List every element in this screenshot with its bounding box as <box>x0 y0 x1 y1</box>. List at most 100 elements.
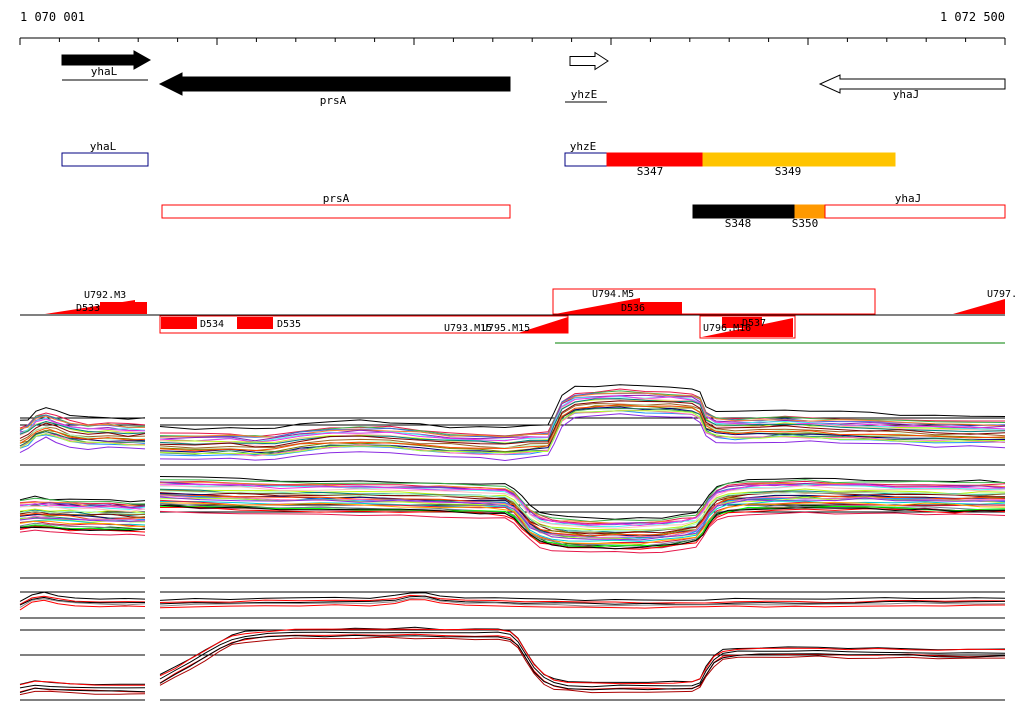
feature-label-yhaL: yhaL <box>90 140 117 153</box>
expression-panel-1-trace <box>19 417 146 435</box>
feature-label-yhaJ: yhaJ <box>895 192 922 205</box>
feature-prsA[interactable] <box>161 204 511 219</box>
shift-label-U794.M5: U794.M5 <box>592 289 634 300</box>
expression-panel-2-trace <box>159 505 1006 548</box>
expression-panel-3-trace <box>19 599 146 611</box>
expression-panel-2-trace <box>159 506 1006 550</box>
expression-panel-1-trace <box>19 427 146 444</box>
expression-panel-2-trace <box>159 488 1006 531</box>
expression-panel-2-trace <box>19 524 146 531</box>
shift-label-U795.M15: U795.M15 <box>482 323 530 334</box>
expression-panel-4-trace <box>159 634 1006 691</box>
shift-label-D533: D533 <box>76 303 100 314</box>
expression-panel-1-trace <box>159 395 1006 443</box>
expression-panel-2-trace <box>159 494 1006 537</box>
gene-label-yhaL: yhaL <box>91 65 118 78</box>
shift-label-U792.M3: U792.M3 <box>84 290 126 301</box>
expression-panel-3-trace <box>159 592 1006 602</box>
shift-box-D534[interactable] <box>161 317 197 329</box>
expression-panel-2-trace <box>19 509 146 517</box>
ruler-start-label: 1 070 001 <box>20 10 86 24</box>
expression-panel-3-trace <box>19 595 146 605</box>
shift-label-U797.: U797. <box>987 289 1017 300</box>
feature-label-S349: S349 <box>775 165 802 178</box>
gene-arrow-yhaL[interactable] <box>61 50 152 70</box>
gene-label-yhzE: yhzE <box>571 88 598 101</box>
gene-arrow-yhzE[interactable] <box>569 51 609 71</box>
expression-panel-1-trace <box>19 426 146 442</box>
shift-region-down-region-2[interactable] <box>699 315 796 339</box>
expression-panel-1-trace <box>159 407 1006 455</box>
expression-panel-1-trace <box>159 384 1006 430</box>
expression-panel-1-trace <box>19 415 146 430</box>
expression-panel-1-trace <box>159 410 1006 455</box>
expression-panel-2-trace <box>159 510 1006 554</box>
shift-box-D533[interactable] <box>100 302 147 314</box>
expression-panel-2-trace <box>19 517 146 522</box>
expression-panel-2-trace <box>159 494 1005 538</box>
shift-label-D536: D536 <box>621 303 645 314</box>
feature-yhaJ[interactable] <box>824 204 1006 219</box>
shift-box-D536[interactable] <box>618 302 682 314</box>
feature-label-yhzE: yhzE <box>570 140 597 153</box>
shift-label-U793.M15: U793.M15 <box>444 323 492 334</box>
feature-yhzE[interactable] <box>564 152 608 167</box>
gene-arrow-yhaJ[interactable] <box>818 74 1006 94</box>
expression-panel-3-trace <box>159 594 1006 604</box>
gene-label-yhaJ: yhaJ <box>893 88 920 101</box>
expression-panel-1-trace <box>159 413 1006 462</box>
expression-panel-2-trace <box>159 485 1006 529</box>
expression-panel-2-trace <box>19 520 146 528</box>
expression-panel-3-trace <box>19 591 146 602</box>
expression-panel-2-trace <box>159 476 1006 520</box>
expression-panel-1-trace <box>19 420 146 435</box>
expression-panel-1-trace <box>159 404 1006 452</box>
feature-label-S348: S348 <box>725 217 752 230</box>
expression-panel-2-trace <box>159 491 1006 535</box>
expression-panel-1-trace <box>19 431 146 447</box>
feature-label-prsA: prsA <box>323 192 350 205</box>
gene-arrow-prsA[interactable] <box>158 72 511 96</box>
shift-wedge-U793-U795[interactable] <box>518 317 568 333</box>
expression-panel-1-trace <box>19 407 146 421</box>
expression-panel-3-trace <box>159 597 1006 607</box>
expression-panel-2-trace <box>19 495 146 503</box>
expression-panel-1-trace <box>159 392 1006 438</box>
expression-panel-4-trace <box>19 690 146 696</box>
expression-panel-2-trace <box>160 500 1006 543</box>
feature-yhaL[interactable] <box>61 152 149 167</box>
expression-panel-2-trace <box>159 479 1006 523</box>
expression-panel-1-trace <box>159 388 1005 438</box>
expression-panel-4-trace <box>19 687 146 693</box>
shift-region-up-region-2[interactable] <box>552 288 876 315</box>
shift-label-D537: D537 <box>742 318 766 329</box>
expression-panel-2-trace <box>19 501 146 508</box>
shift-box-D535[interactable] <box>237 317 273 329</box>
expression-panel-1-trace <box>19 436 146 454</box>
expression-panel-2-trace <box>159 504 1006 550</box>
shift-label-D534: D534 <box>200 319 224 330</box>
expression-panel-2-trace <box>19 505 146 513</box>
expression-panel-2-trace <box>19 512 146 520</box>
expression-panel-2-trace <box>159 501 1006 545</box>
feature-S349[interactable] <box>702 152 896 167</box>
expression-panel-2-trace <box>19 510 146 514</box>
expression-panel-4-trace <box>19 684 146 689</box>
feature-label-S350: S350 <box>792 217 819 230</box>
expression-panel-2-trace <box>19 497 146 505</box>
expression-panel-2-trace <box>19 526 146 532</box>
expression-panel-2-trace <box>159 496 1006 541</box>
expression-panel-1-trace <box>19 418 146 435</box>
ruler-end-label: 1 072 500 <box>939 10 1005 24</box>
shift-wedge-U797[interactable] <box>953 299 1005 314</box>
expression-panel-3-trace <box>159 599 1006 609</box>
expression-panel-2-trace <box>159 483 1006 527</box>
expression-panel-3-trace <box>19 598 146 608</box>
expression-panel-2-trace <box>19 529 146 536</box>
expression-panel-2-trace <box>19 519 146 526</box>
shift-box-D537[interactable] <box>722 317 762 328</box>
expression-panel-2-trace <box>159 490 1006 532</box>
expression-panel-1-trace <box>19 433 146 449</box>
